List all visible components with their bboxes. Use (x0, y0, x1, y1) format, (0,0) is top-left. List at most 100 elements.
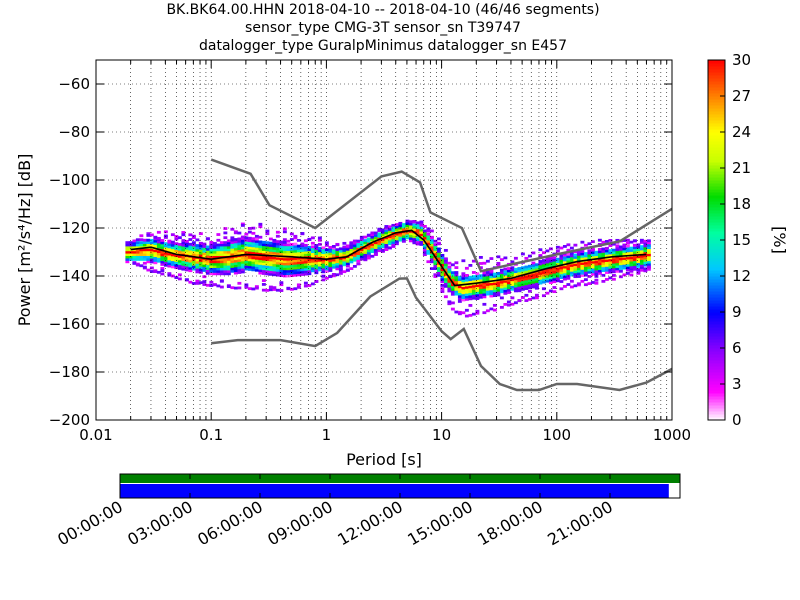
density-cell-outlier (328, 245, 333, 249)
density-cell-outlier (415, 221, 420, 225)
density-cell (464, 290, 469, 294)
density-cell-outlier (601, 273, 606, 277)
density-cell (576, 252, 581, 256)
density-cell (377, 246, 382, 250)
density-cell-outlier (303, 239, 308, 243)
density-cell-outlier (163, 230, 168, 234)
density-cell (447, 282, 452, 286)
density-cell (499, 271, 504, 274)
density-cell (503, 270, 508, 274)
density-cell-outlier (237, 231, 242, 235)
density-cell (524, 270, 529, 274)
density-cell (132, 241, 137, 244)
colorbar-segment (708, 336, 725, 340)
density-cell-outlier (293, 234, 298, 238)
density-cell (195, 258, 200, 262)
density-cell-outlier (254, 286, 259, 290)
density-cell-outlier (545, 291, 550, 295)
density-cell (237, 247, 242, 250)
density-cell (604, 249, 609, 253)
density-cell (345, 250, 350, 254)
density-cell (282, 272, 287, 275)
colorbar-tick-label: 15 (732, 231, 751, 249)
density-cell (639, 257, 644, 260)
density-cell (492, 272, 497, 276)
density-cell-outlier (251, 231, 256, 235)
density-cell (293, 261, 298, 265)
density-cell (349, 260, 354, 264)
density-cell-outlier (450, 263, 455, 267)
density-cell (254, 256, 259, 260)
density-cell (366, 251, 371, 255)
density-cell (293, 257, 298, 260)
density-cell-outlier (272, 288, 277, 291)
density-cell (443, 260, 448, 264)
density-cell (629, 265, 634, 269)
density-cell-outlier (198, 241, 203, 245)
density-cell (167, 259, 172, 263)
density-cell (499, 268, 504, 272)
density-cell (608, 253, 613, 257)
density-cell (643, 246, 648, 250)
density-cell (618, 250, 623, 254)
density-cell (303, 267, 308, 271)
density-cell (275, 242, 280, 246)
density-cell (244, 262, 249, 266)
density-cell (587, 270, 592, 274)
density-cell (331, 265, 336, 269)
density-cell (184, 263, 189, 267)
density-cell (440, 270, 445, 274)
density-cell-outlier (443, 295, 448, 299)
density-cell (412, 228, 417, 231)
density-cell (447, 287, 452, 290)
density-cell (559, 261, 564, 265)
density-cell (433, 257, 438, 261)
density-cell-outlier (265, 229, 270, 233)
density-cell-outlier (331, 244, 336, 248)
density-cell (576, 250, 581, 254)
density-cell-outlier (499, 296, 504, 300)
colorbar-tick-label: 21 (732, 159, 751, 177)
density-cell (625, 261, 630, 265)
density-cell (345, 264, 350, 268)
density-cell-outlier (139, 264, 144, 268)
colorbar-segment (708, 132, 725, 136)
density-cell (321, 246, 326, 250)
density-cell (205, 262, 210, 266)
density-cell (223, 262, 228, 266)
density-cell (279, 245, 284, 249)
density-cell-outlier (370, 254, 375, 258)
density-cell (629, 246, 634, 250)
density-cell (615, 262, 620, 266)
density-cell-outlier (636, 268, 641, 271)
density-cell (559, 276, 564, 279)
density-cell (177, 250, 182, 254)
density-cell (559, 254, 564, 258)
density-cell (321, 248, 326, 252)
density-cell (454, 287, 459, 291)
density-cell (184, 256, 189, 260)
density-cell (300, 253, 305, 257)
density-cell-outlier (352, 239, 357, 243)
timeline-label: 09:00:00 (264, 497, 336, 549)
density-cell (219, 262, 224, 266)
density-cell-outlier (296, 285, 301, 289)
density-cell-outlier (443, 257, 448, 261)
density-cell (524, 284, 529, 288)
density-cell (335, 260, 340, 264)
density-cell (489, 292, 494, 296)
density-cell (408, 234, 413, 238)
density-cell (552, 280, 557, 284)
density-cell (520, 268, 525, 272)
density-cell (433, 250, 438, 254)
density-cell (398, 233, 403, 237)
density-cell (219, 241, 224, 244)
density-cell (240, 260, 245, 264)
density-cell (317, 251, 322, 255)
colorbar-segment (708, 306, 725, 310)
density-cell (520, 271, 525, 274)
density-cell (247, 263, 252, 267)
density-cell (443, 284, 448, 288)
colorbar-segment (708, 243, 725, 247)
density-cell (230, 241, 235, 244)
